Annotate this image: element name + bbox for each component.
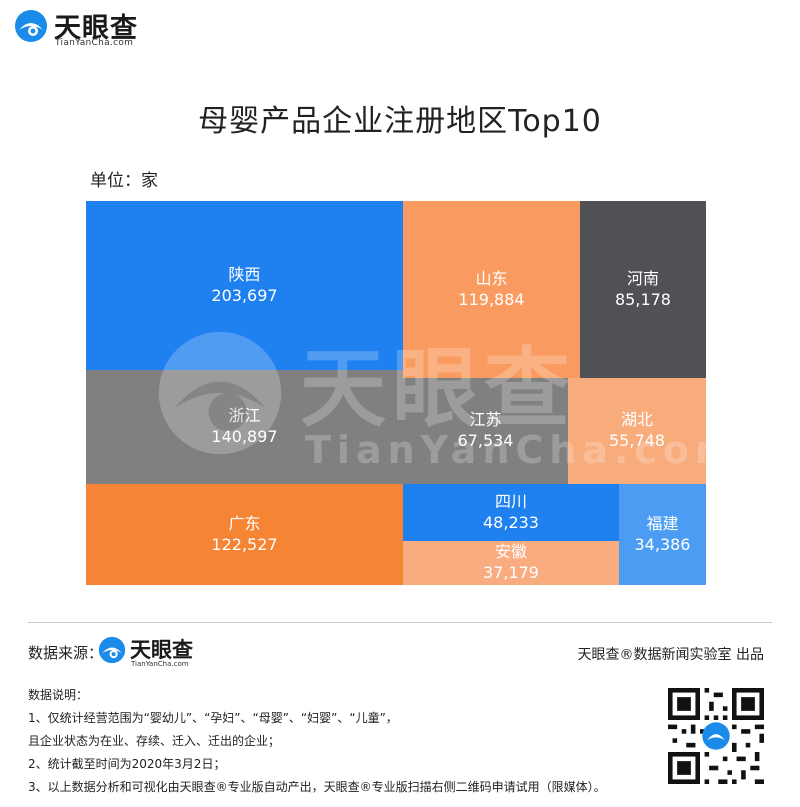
note-line: 2、统计截至时间为2020年3月2日； [28, 757, 226, 771]
cell-label: 陕西 [228, 264, 261, 284]
treemap-cell-anhui: 安徽 37,179 [403, 541, 619, 585]
note-line: 3、以上数据分析和可视化由天眼查®专业版自动产出，天眼查®专业版扫描右侧二维码申… [28, 780, 606, 794]
tianyancha-eye-icon [98, 636, 126, 664]
chart-title: 母婴产品企业注册地区Top10 [198, 104, 602, 139]
cell-value: 48,233 [483, 512, 539, 532]
cell-label: 安徽 [494, 542, 527, 562]
logo-text-cn: 天眼查 [54, 13, 138, 44]
treemap-cell-hubei: 湖北 55,748 [568, 378, 706, 484]
cell-value: 85,178 [615, 289, 671, 309]
cell-value: 140,897 [211, 427, 278, 446]
cell-label: 山东 [475, 268, 508, 288]
cell-value: 34,386 [634, 534, 691, 554]
treemap-cell-zhejiang: 浙江 140,897 [86, 370, 403, 484]
note-line: 1、仅统计经营范围为“婴幼儿”、“孕妇”、“母婴”、“妇婴”、“儿童”， [28, 711, 398, 725]
data-notes: 数据说明： 1、仅统计经营范围为“婴幼儿”、“孕妇”、“母婴”、“妇婴”、“儿童… [28, 684, 606, 799]
source-logo: 天眼查 TianYanCha.com [98, 634, 218, 670]
treemap-cell-guangdong: 广东 122,527 [86, 484, 403, 585]
source-logo-text-en: TianYanCha.com [131, 660, 189, 668]
cell-label: 河南 [626, 268, 659, 288]
cell-value: 37,179 [483, 563, 539, 582]
cell-value: 119,884 [458, 289, 525, 309]
source-logo-text-cn: 天眼查 [130, 638, 193, 662]
treemap-cell-fujian: 福建 34,386 [619, 484, 706, 585]
unit-label: 单位：家 [90, 171, 158, 191]
source-label: 数据来源： [28, 644, 104, 662]
logo-text-en: TianYanCha.com [55, 38, 134, 48]
brand-logo: 天眼查 TianYanCha.com [14, 6, 154, 52]
notes-title: 数据说明： [28, 688, 89, 702]
note-line: 且企业状态为在业、存续、迁入、迁出的企业； [28, 734, 281, 748]
treemap-cell-shandong: 山东 119,884 [403, 201, 580, 378]
treemap-cell-shaanxi: 陕西 203,697 [86, 201, 403, 370]
cell-value: 67,534 [457, 431, 514, 450]
treemap-cell-henan: 河南 85,178 [580, 201, 706, 378]
cell-label: 四川 [494, 491, 527, 511]
cell-value: 122,527 [211, 534, 278, 554]
cell-value: 55,748 [609, 431, 665, 450]
cell-label: 湖北 [620, 410, 653, 430]
cell-label: 福建 [646, 513, 679, 533]
treemap-cell-jiangsu: 江苏 67,534 [403, 378, 568, 484]
cell-label: 江苏 [469, 410, 502, 430]
treemap-cell-sichuan: 四川 48,233 [403, 484, 619, 541]
tianyancha-eye-icon [15, 10, 47, 42]
treemap-chart: 陕西 203,697 浙江 140,897 广东 122,527 山东 119,… [86, 201, 706, 585]
footer-divider [28, 622, 772, 623]
cell-label: 浙江 [228, 406, 261, 426]
cell-value: 203,697 [211, 285, 278, 305]
publisher-credit: 天眼查®数据新闻实验室 出品 [577, 647, 764, 663]
cell-label: 广东 [228, 513, 261, 533]
qr-code [668, 688, 764, 784]
